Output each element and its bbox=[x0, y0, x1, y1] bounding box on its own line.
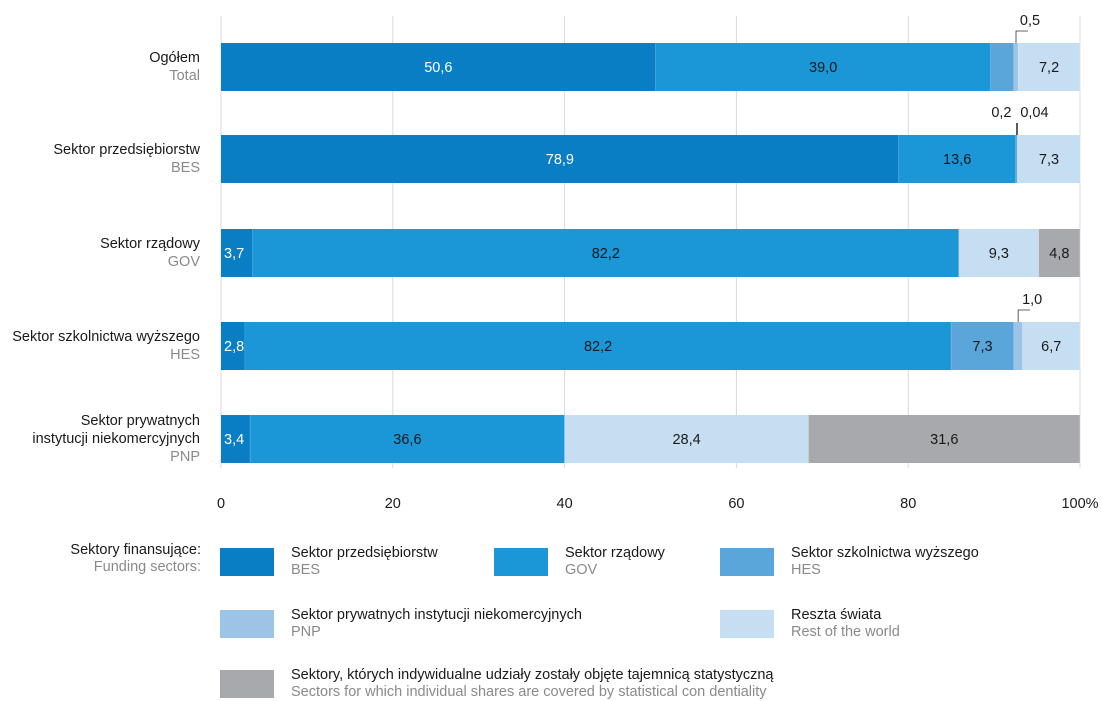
bar-segment bbox=[808, 415, 1080, 463]
legend-label: Sektor szkolnictwa wyższego HES bbox=[791, 545, 979, 579]
legend-swatch bbox=[220, 548, 274, 576]
bar-segment bbox=[1022, 322, 1080, 370]
callout-leader bbox=[1015, 30, 1029, 43]
bar-segment bbox=[221, 135, 899, 183]
data-label: 82,2 bbox=[584, 339, 612, 355]
category-label-en: PNP bbox=[170, 449, 200, 465]
data-label: 3,7 bbox=[224, 246, 244, 262]
legend-label: Sektor prywatnych instytucji niekomercyj… bbox=[291, 607, 582, 641]
callout-label: 1,0 bbox=[1022, 292, 1042, 308]
bar-segment bbox=[221, 43, 656, 91]
legend-title: Sektory finansujące: Funding sectors: bbox=[70, 542, 201, 576]
data-label: 3,4 bbox=[224, 432, 244, 448]
category-label-en: BES bbox=[171, 160, 200, 176]
bar-segment bbox=[1017, 135, 1081, 183]
legend-swatch bbox=[720, 548, 774, 576]
legend-swatch bbox=[720, 610, 774, 638]
category-label: Sektor rządowy bbox=[100, 236, 201, 252]
bars: 50,6 39,0 7,2 78,9 13,6 7,3 3,7 82,2 9,3 4,8 2,8 82… bbox=[221, 43, 1081, 463]
category-label: instytucji niekomercyjnych bbox=[32, 431, 200, 447]
legend-label-en: GOV bbox=[565, 562, 598, 578]
legend-label-pl: Sektor rządowy bbox=[565, 545, 665, 561]
legend-label: Sektor przedsiębiorstw BES bbox=[291, 545, 438, 579]
bar-segment bbox=[951, 322, 1014, 370]
callout-labels: 0,5 0,2 0,04 1,0 bbox=[991, 13, 1049, 322]
bar-segment bbox=[1018, 43, 1080, 91]
bar-segment bbox=[898, 135, 1016, 183]
data-label: 31,6 bbox=[930, 432, 958, 448]
bar-segment bbox=[221, 322, 246, 370]
legend-swatch bbox=[220, 610, 274, 638]
data-label: 78,9 bbox=[546, 152, 574, 168]
x-tick-label: 0 bbox=[217, 496, 225, 512]
stacked-bar-chart: 50,6 39,0 7,2 78,9 13,6 7,3 3,7 82,2 9,3 4,8 2,8 82… bbox=[12, 13, 1099, 512]
data-label: 50,6 bbox=[424, 60, 452, 76]
data-label: 4,8 bbox=[1049, 246, 1069, 262]
bar-segment bbox=[1017, 135, 1018, 183]
legend-swatch bbox=[494, 548, 548, 576]
callout-label: 0,2 bbox=[991, 105, 1011, 121]
data-label: 36,6 bbox=[393, 432, 421, 448]
legend-label-en: Sectors for which individual shares are … bbox=[291, 684, 767, 700]
x-tick-label: 60 bbox=[728, 496, 744, 512]
callout-label: 0,5 bbox=[1020, 13, 1040, 29]
legend-label-en: PNP bbox=[291, 624, 321, 640]
callout-leader bbox=[1017, 309, 1031, 322]
data-label: 6,7 bbox=[1041, 339, 1061, 355]
data-label: 13,6 bbox=[943, 152, 971, 168]
category-label: Ogółem bbox=[149, 50, 200, 66]
data-label: 7,3 bbox=[972, 339, 992, 355]
x-tick-label: 20 bbox=[385, 496, 401, 512]
bar-segment bbox=[1038, 229, 1080, 277]
legend: Sektory finansujące: Funding sectors: Se… bbox=[0, 538, 1102, 701]
data-label: 28,4 bbox=[672, 432, 700, 448]
bar-segment bbox=[1013, 322, 1023, 370]
legend-label: Reszta świata Rest of the world bbox=[791, 607, 900, 641]
bar-segment bbox=[221, 415, 251, 463]
data-label: 9,3 bbox=[989, 246, 1009, 262]
category-labels: Ogółem Total Sektor przedsiębiorstw BES Sekt… bbox=[12, 50, 201, 465]
data-label: 7,3 bbox=[1039, 152, 1059, 168]
legend-label-en: Rest of the world bbox=[791, 624, 900, 640]
category-label: Sektor prywatnych bbox=[81, 413, 200, 429]
x-tick-label: 40 bbox=[557, 496, 573, 512]
legend-label-pl: Sektor prywatnych instytucji niekomercyj… bbox=[291, 607, 582, 623]
bar-segment bbox=[221, 229, 253, 277]
legend-label-en: BES bbox=[291, 562, 321, 578]
legend-title-en: Funding sectors: bbox=[93, 559, 201, 575]
legend-label-pl: Sektory, których indywidualne udziały zo… bbox=[291, 667, 774, 683]
data-label: 82,2 bbox=[592, 246, 620, 262]
legend-title-pl: Sektory finansujące: bbox=[70, 542, 201, 558]
legend-swatch bbox=[220, 670, 274, 698]
category-label-en: GOV bbox=[168, 254, 201, 270]
legend-label: Sektor rządowy GOV bbox=[565, 545, 665, 579]
bar-segment bbox=[655, 43, 991, 91]
bar-segment bbox=[1013, 43, 1019, 91]
legend-label-pl: Reszta świata bbox=[791, 607, 882, 623]
data-label: 7,2 bbox=[1039, 60, 1059, 76]
x-tick-label: 80 bbox=[900, 496, 916, 512]
category-label-en: Total bbox=[169, 68, 200, 84]
bar-segment bbox=[1015, 135, 1018, 183]
category-label-en: HES bbox=[170, 347, 200, 363]
legend-label-pl: Sektor przedsiębiorstw bbox=[291, 545, 438, 561]
x-tick-label: 100% bbox=[1061, 496, 1098, 512]
bar-segment bbox=[990, 43, 1014, 91]
category-label: Sektor przedsiębiorstw bbox=[53, 142, 200, 158]
legend-label-en: HES bbox=[791, 562, 821, 578]
bar-segment bbox=[245, 322, 952, 370]
bar-segment bbox=[958, 229, 1039, 277]
legend-label-pl: Sektor szkolnictwa wyższego bbox=[791, 545, 979, 561]
callout-label: 0,04 bbox=[1020, 105, 1048, 121]
bar-segment bbox=[250, 415, 565, 463]
category-label: Sektor szkolnictwa wyższego bbox=[12, 329, 200, 345]
bar-segment bbox=[252, 229, 959, 277]
data-label: 39,0 bbox=[809, 60, 837, 76]
legend-label: Sektory, których indywidualne udziały zo… bbox=[291, 667, 774, 701]
bar-segment bbox=[564, 415, 809, 463]
data-label: 2,8 bbox=[224, 339, 244, 355]
x-axis-ticks: 0 20 40 60 80 100% bbox=[217, 496, 1099, 512]
